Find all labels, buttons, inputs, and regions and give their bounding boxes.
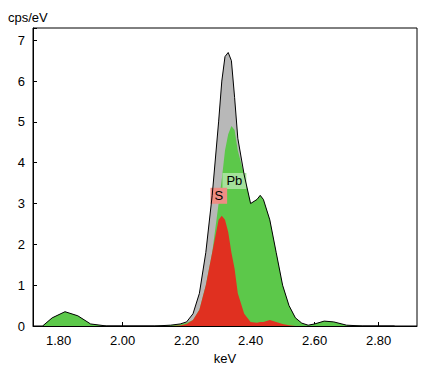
svg-text:2.80: 2.80 <box>366 333 391 348</box>
svg-text:S: S <box>214 188 223 203</box>
svg-text:5: 5 <box>18 114 25 129</box>
svg-text:0: 0 <box>18 319 25 334</box>
svg-text:2.60: 2.60 <box>302 333 327 348</box>
svg-text:keV: keV <box>214 351 237 366</box>
svg-text:1: 1 <box>18 278 25 293</box>
svg-text:cps/eV: cps/eV <box>8 10 48 25</box>
svg-text:4: 4 <box>18 155 25 170</box>
svg-text:3: 3 <box>18 196 25 211</box>
svg-text:7: 7 <box>18 33 25 48</box>
svg-text:2.00: 2.00 <box>110 333 135 348</box>
svg-text:2: 2 <box>18 237 25 252</box>
svg-text:1.80: 1.80 <box>46 333 71 348</box>
svg-text:Pb: Pb <box>226 173 242 188</box>
svg-text:6: 6 <box>18 74 25 89</box>
svg-text:2.20: 2.20 <box>174 333 199 348</box>
svg-text:2.40: 2.40 <box>238 333 263 348</box>
